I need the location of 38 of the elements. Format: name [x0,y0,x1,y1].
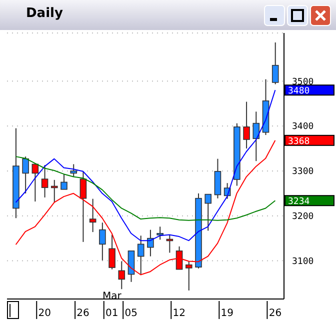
candlestick [41,164,48,198]
candlestick [214,158,222,199]
candlestick [108,234,116,270]
candlestick [128,250,135,282]
y-tick-label: 3300 [292,167,314,178]
y-tick-label: 3100 [292,257,314,267]
candlestick [32,163,39,202]
x-tick-label: 01 [106,308,118,319]
candlestick [252,111,260,162]
chart-title: Daily [26,6,63,21]
candlestick [89,198,96,233]
y-tick-label: 3200 [292,212,314,222]
candlestick [137,235,144,275]
y-tick-label: 3400 [292,122,314,132]
data-label: 3368 [288,136,310,147]
candlestick [272,42,279,85]
candlestick [60,174,68,190]
candlestick [156,226,164,240]
candlestick [22,156,29,194]
candlestick [99,222,106,261]
candlestick [80,171,87,242]
x-tick-label: 26 [76,308,90,319]
line-series [15,156,276,221]
candlestick [50,179,58,203]
data-label: 3480 [288,86,310,97]
x-tick-label: 05 [124,308,138,319]
x-tick-label: 20 [38,308,51,319]
line-series [15,140,276,276]
x-tick-label: 26 [268,308,282,319]
candlestick [243,101,250,149]
x-tick-label: 12 [172,308,186,319]
candlestick [204,194,212,232]
candlestick [118,260,126,290]
candlestick [147,229,154,257]
candlestick [176,246,183,270]
x-tick-label: 19 [220,308,234,319]
candlestick [70,164,78,178]
data-label: 3234 [288,197,310,208]
